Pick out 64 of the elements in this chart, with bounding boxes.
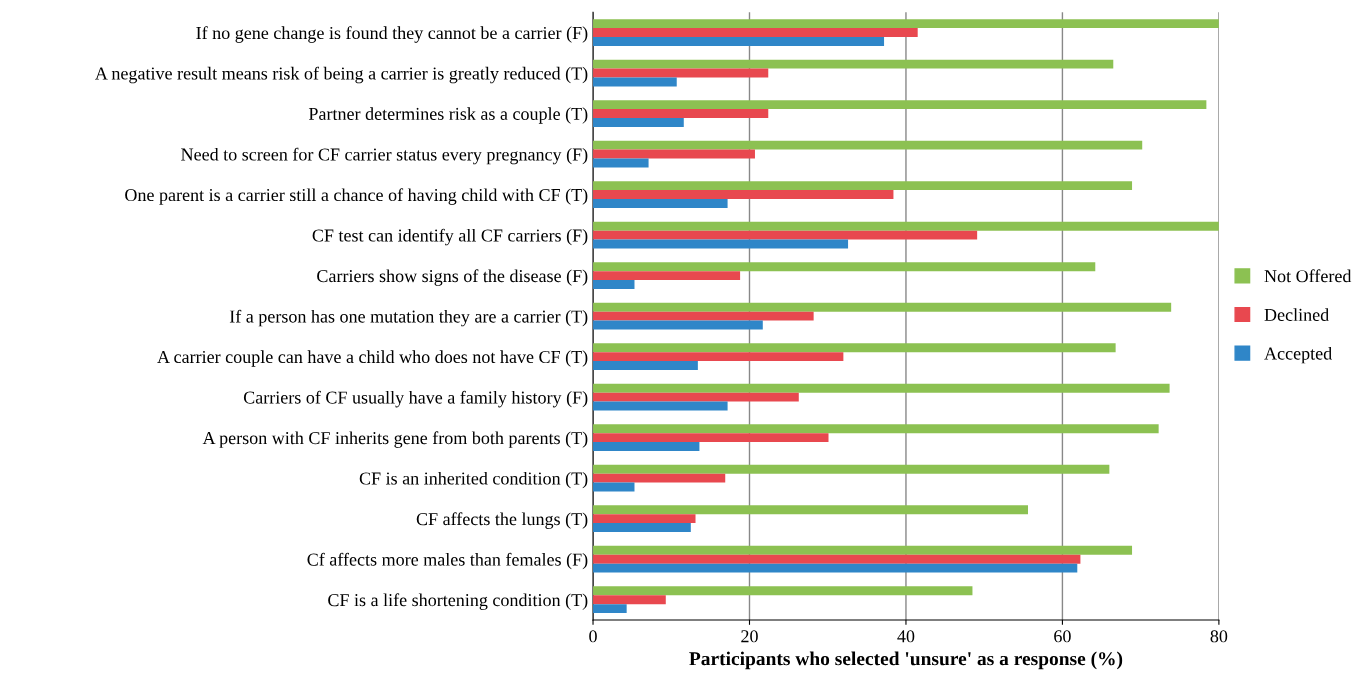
- bar: [593, 181, 1133, 191]
- bar: [593, 383, 1170, 393]
- bar: [593, 464, 1110, 474]
- bar: [593, 302, 1172, 312]
- bar: [593, 221, 1219, 231]
- bar: [593, 190, 894, 200]
- bar: [593, 554, 1081, 564]
- bar: [593, 604, 627, 614]
- bar: [593, 352, 844, 362]
- x-tick-label: 0: [589, 630, 597, 643]
- bar: [593, 442, 700, 452]
- bar: [593, 433, 829, 443]
- bar: [593, 100, 1207, 110]
- bar: [593, 140, 1143, 150]
- bar: [593, 424, 1159, 434]
- bar: [593, 271, 741, 281]
- y-tick-label: If a person has one mutation they are a carrier (T): [229, 309, 588, 327]
- bar: [593, 28, 918, 37]
- y-tick-label: CF affects the lungs (T): [416, 512, 588, 529]
- bar: [593, 361, 698, 370]
- y-tick-label: A person with CF inherits gene from both parents (T): [202, 431, 588, 448]
- y-tick-label: Cf affects more males than females (F): [307, 552, 588, 570]
- y-tick-label: Need to screen for CF carrier status every pregnancy (F): [181, 147, 588, 165]
- bar: [593, 36, 885, 46]
- y-tick-label: A negative result means risk of being a carrier is greatly reduced (T): [95, 66, 588, 84]
- bar: [593, 473, 726, 483]
- x-tick-label: 40: [897, 630, 915, 643]
- bar: [593, 523, 691, 533]
- bar: [593, 505, 1028, 515]
- y-tick-label: If no gene change is found they cannot be a carrier (F): [196, 26, 588, 43]
- y-tick-label: CF is a life shortening condition (T): [328, 593, 588, 610]
- bar: [593, 149, 755, 159]
- bar: [593, 262, 1096, 272]
- y-tick-label: Partner determines risk as a couple (T): [308, 107, 588, 124]
- x-tick-label: 80: [1210, 630, 1228, 643]
- bar: [593, 109, 769, 119]
- bar: [593, 77, 677, 87]
- bar: [593, 343, 1116, 353]
- bar: [593, 595, 666, 605]
- bar: [593, 118, 684, 127]
- y-tick-label: CF is an inherited condition (T): [359, 471, 588, 489]
- bar: [593, 199, 728, 208]
- bar: [593, 514, 696, 524]
- y-tick-label: One parent is a carrier still a chance of having child with CF (T): [125, 188, 588, 205]
- bar: [593, 19, 1219, 29]
- x-tick-label: 20: [741, 630, 758, 643]
- y-tick-label: Carriers of CF usually have a family history (F): [243, 390, 588, 408]
- y-tick-label: Carriers show signs of the disease (F): [317, 269, 588, 286]
- bar: [593, 280, 635, 289]
- bar: [593, 311, 814, 321]
- legend-label: Not Offered: [1264, 269, 1352, 283]
- y-tick-label: CF test can identify all CF carriers (F): [312, 228, 588, 246]
- bar: [593, 563, 1078, 573]
- x-tick-label: 60: [1054, 630, 1071, 643]
- bar: [593, 392, 799, 402]
- bar: [593, 482, 635, 492]
- legend-label: Declined: [1264, 308, 1329, 321]
- bar: [593, 230, 978, 240]
- x-axis-title: Participants who selected 'unsure' as a response (%): [689, 651, 1123, 670]
- bar: [593, 545, 1133, 555]
- y-tick-label: A carrier couple can have a child who does not have CF (T): [157, 350, 588, 367]
- bar: [593, 59, 1114, 69]
- bar: [593, 586, 973, 596]
- legend-label: Accepted: [1264, 346, 1332, 364]
